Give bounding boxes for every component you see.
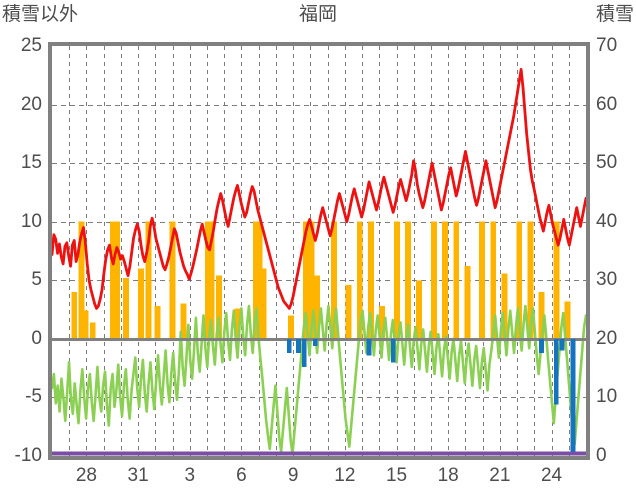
y-tick-right-10: 10 [596,386,618,408]
y-tick-left--5: -5 [25,386,42,408]
right-axis-title: 積雪 [595,4,634,25]
y-tick-right-20: 20 [596,327,618,349]
y-tick-left-25: 25 [20,35,42,56]
y-tick-left--10: -10 [14,445,42,466]
y-tick-left-20: 20 [20,93,42,115]
chart-title: 福岡 [298,4,337,25]
x-tick-15: 15 [385,465,408,486]
y-tick-left-10: 10 [20,210,42,232]
x-tick-24: 24 [540,465,563,486]
y-tick-right-50: 50 [596,152,618,174]
plot-canvas [52,46,586,456]
x-tick-12: 12 [334,465,356,486]
y-tick-right-30: 30 [596,269,618,291]
y-tick-right-70: 70 [596,35,618,56]
plot-area [48,42,590,460]
x-tick-21: 21 [489,465,511,486]
y-tick-right-40: 40 [596,210,618,232]
x-tick-9: 9 [287,465,299,486]
y-tick-right-0: 0 [596,445,607,466]
x-tick-3: 3 [184,465,196,486]
y-tick-left-15: 15 [20,152,42,174]
y-tick-left-0: 0 [31,327,42,349]
plot-svg [52,46,586,456]
y-tick-right-60: 60 [596,93,618,115]
x-tick-6: 6 [236,465,247,486]
x-tick-18: 18 [437,465,459,486]
y-tick-left-5: 5 [31,269,42,291]
x-tick-28: 28 [75,465,97,486]
left-axis-title: 積雪以外 [2,4,79,25]
x-tick-31: 31 [127,465,149,486]
